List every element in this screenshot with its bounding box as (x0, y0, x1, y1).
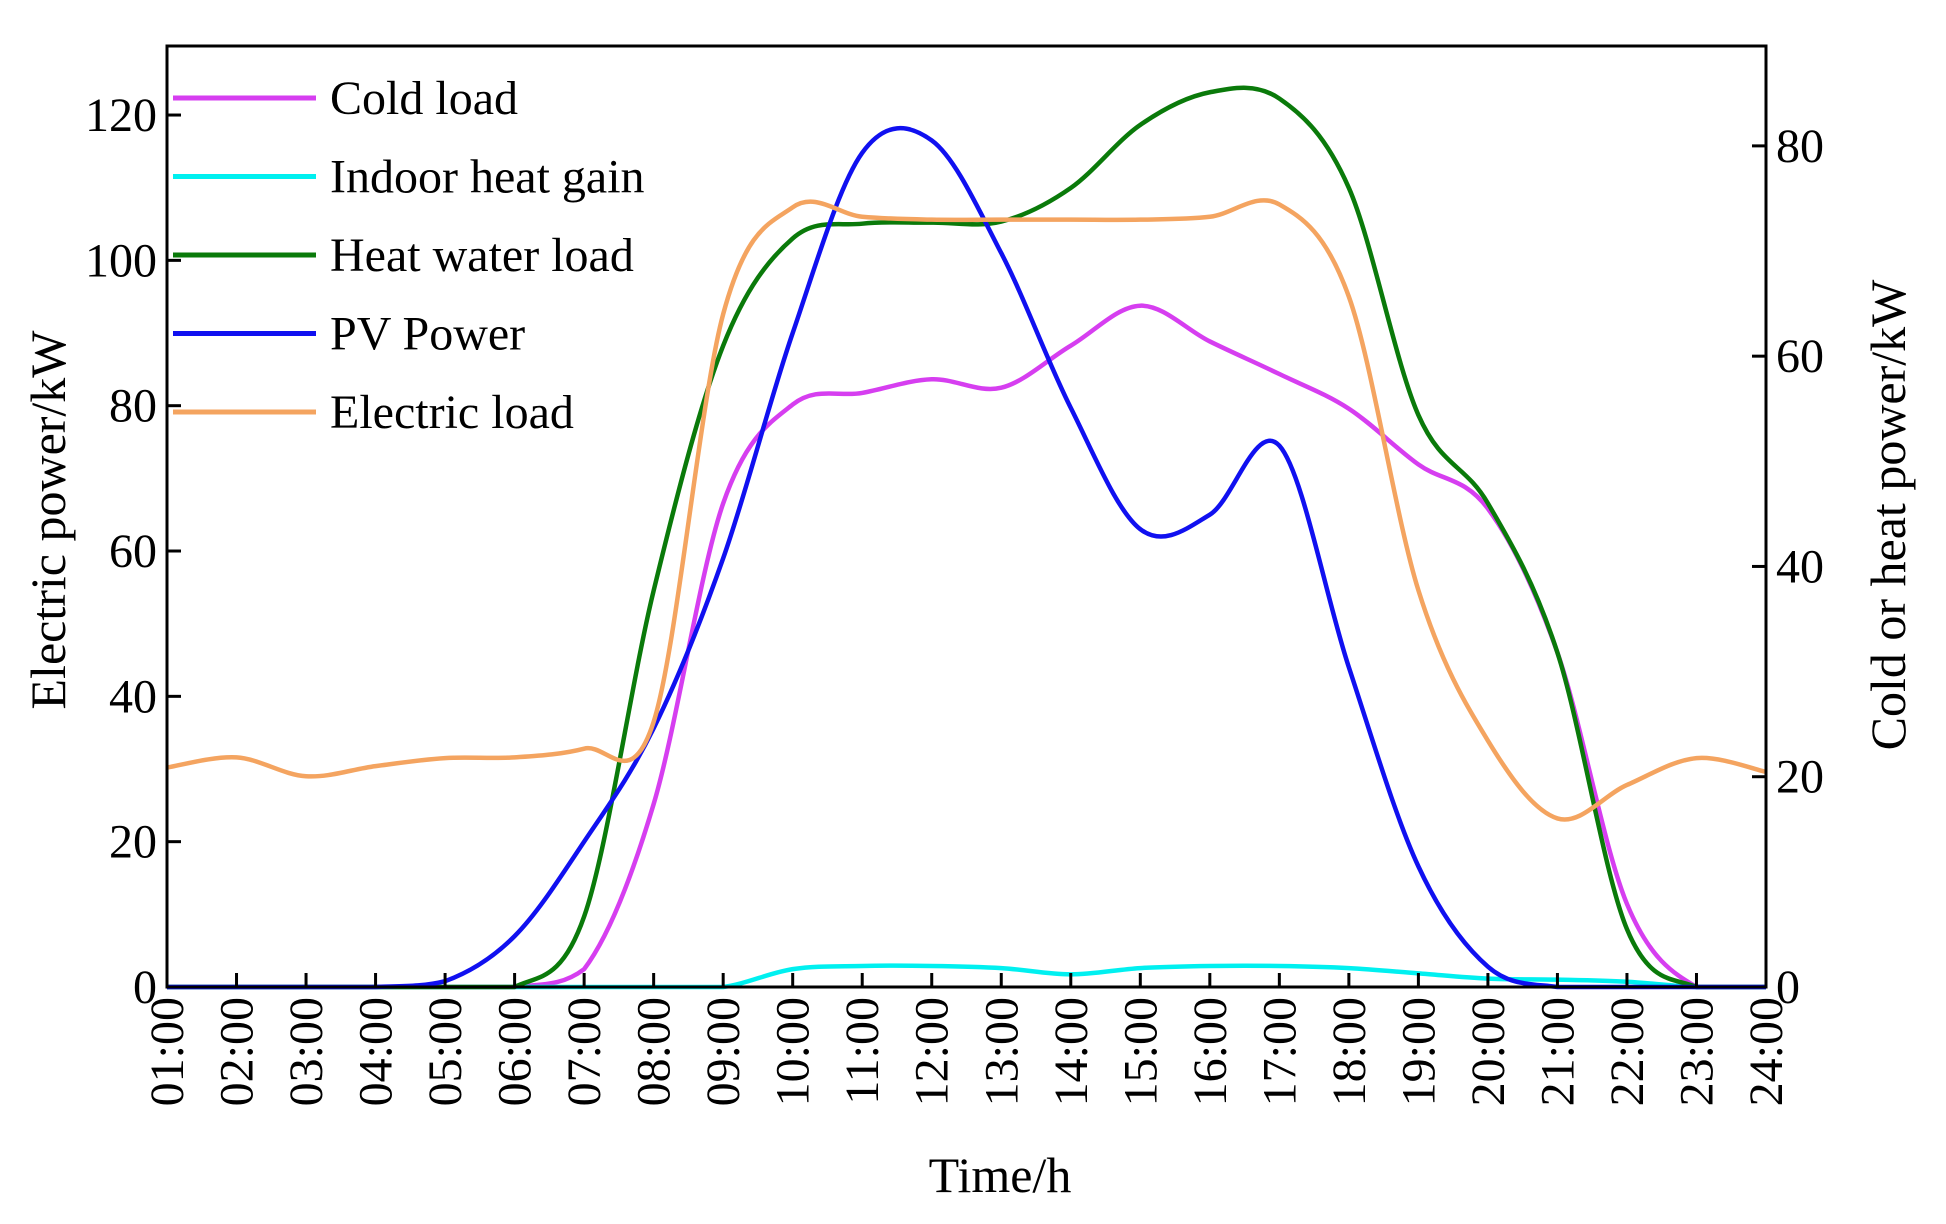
y-tick-label: 20 (109, 816, 157, 869)
series-line-electric-load (166, 198, 1767, 822)
y2-tick-label: 40 (1776, 540, 1824, 593)
x-tick-label: 08:00 (628, 997, 681, 1106)
x-tick-label: 05:00 (419, 997, 472, 1106)
x-tick-label: 12:00 (906, 997, 959, 1106)
y-tick-label: 60 (109, 525, 157, 578)
plot-frame (165, 44, 1768, 989)
x-tick-label: 18:00 (1323, 997, 1376, 1106)
series-line-heat-water-load (167, 85, 1766, 990)
x-tick-label: 13:00 (975, 997, 1028, 1106)
legend-label-indoor-heat-gain: Indoor heat gain (330, 151, 645, 204)
x-tick-label: 17:00 (1253, 997, 1306, 1106)
x-tick-label: 07:00 (558, 997, 611, 1106)
x-tick-label: 22:00 (1601, 997, 1654, 1106)
y2-tick-label: 80 (1776, 120, 1824, 173)
legend-label-heat-water-load: Heat water load (330, 229, 634, 282)
legend-label-electric-load: Electric load (330, 386, 574, 439)
x-tick-label: 06:00 (489, 997, 542, 1106)
left-axis-ticks: 0 20 40 60 80 100 120 (85, 89, 181, 1014)
right-axis-ticks: 0 20 40 60 80 (1752, 120, 1824, 1014)
x-tick-label: 09:00 (697, 997, 750, 1106)
y2-axis-label: Cold or heat power/kW (1860, 279, 1916, 751)
y-axis-label: Electric power/kW (20, 330, 76, 710)
x-tick-label: 11:00 (836, 997, 889, 1105)
series-line-pv-power (167, 126, 1766, 990)
x-tick-label: 14:00 (1045, 997, 1098, 1106)
x-axis-label: Time/h (929, 1147, 1072, 1203)
y-tick-label: 100 (85, 234, 157, 287)
x-tick-label: 16:00 (1184, 997, 1237, 1106)
x-tick-label: 15:00 (1114, 997, 1167, 1106)
series-layer (166, 85, 1767, 990)
y-tick-label: 0 (133, 961, 157, 1014)
y-tick-label: 40 (109, 670, 157, 723)
legend: Cold load Indoor heat gain Heat water load… (173, 72, 645, 439)
y2-tick-label: 0 (1776, 961, 1800, 1014)
x-tick-label: 02:00 (211, 997, 264, 1106)
x-tick-label: 10:00 (767, 997, 820, 1106)
y2-tick-label: 60 (1776, 330, 1824, 383)
legend-label-cold-load: Cold load (330, 72, 518, 125)
x-tick-label: 04:00 (350, 997, 403, 1106)
x-tick-label: 19:00 (1392, 997, 1445, 1106)
y2-tick-label: 20 (1776, 751, 1824, 804)
x-tick-label: 20:00 (1462, 997, 1515, 1106)
x-tick-label: 23:00 (1670, 997, 1723, 1106)
x-tick-label: 03:00 (280, 997, 333, 1106)
legend-label-pv-power: PV Power (330, 308, 525, 361)
x-axis-ticks: 01:00 02:00 03:00 04:00 05:00 06:00 07:00 08:00… (141, 973, 1793, 1106)
y-tick-label: 80 (109, 380, 157, 433)
x-tick-label: 01:00 (141, 997, 194, 1106)
y-tick-label: 120 (85, 89, 157, 142)
x-tick-label: 21:00 (1531, 997, 1584, 1106)
x-tick-label: 24:00 (1740, 997, 1793, 1106)
